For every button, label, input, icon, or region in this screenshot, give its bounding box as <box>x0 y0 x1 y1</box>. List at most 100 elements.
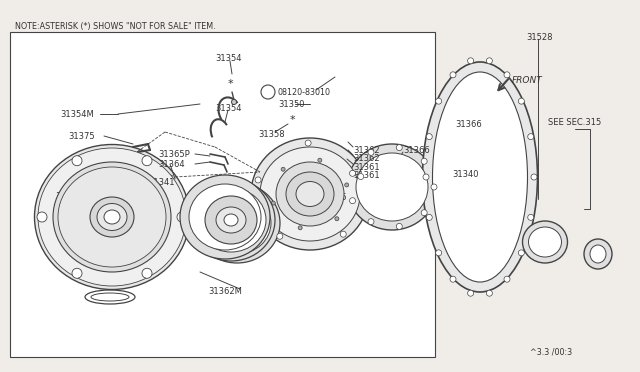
Circle shape <box>426 214 432 220</box>
Ellipse shape <box>216 207 246 233</box>
Ellipse shape <box>260 147 360 241</box>
Circle shape <box>528 134 534 140</box>
Circle shape <box>468 58 474 64</box>
Text: 31366M: 31366M <box>222 212 256 221</box>
Circle shape <box>486 290 492 296</box>
Circle shape <box>271 201 275 205</box>
Ellipse shape <box>286 172 334 216</box>
Text: ^3.3 /00:3: ^3.3 /00:3 <box>530 347 572 356</box>
Circle shape <box>486 58 492 64</box>
Ellipse shape <box>104 210 120 224</box>
Circle shape <box>450 72 456 78</box>
Circle shape <box>72 268 82 278</box>
Circle shape <box>277 233 283 239</box>
Circle shape <box>349 198 356 204</box>
Circle shape <box>504 72 510 78</box>
Circle shape <box>450 276 456 282</box>
Circle shape <box>318 158 322 162</box>
Ellipse shape <box>433 72 527 282</box>
Ellipse shape <box>251 138 369 250</box>
Text: 31362: 31362 <box>353 145 380 154</box>
Circle shape <box>345 183 349 187</box>
Circle shape <box>298 226 302 230</box>
Text: *: * <box>290 115 296 125</box>
Text: 31528: 31528 <box>526 32 552 42</box>
Text: 31364: 31364 <box>158 160 184 169</box>
Ellipse shape <box>205 196 257 244</box>
Text: 31361: 31361 <box>353 163 380 171</box>
Text: FRONT: FRONT <box>512 76 543 84</box>
Circle shape <box>281 167 285 171</box>
Ellipse shape <box>189 184 261 250</box>
Circle shape <box>232 99 237 105</box>
Text: 08120-83010: 08120-83010 <box>278 87 331 96</box>
Ellipse shape <box>90 197 134 237</box>
Circle shape <box>531 174 537 180</box>
Ellipse shape <box>584 239 612 269</box>
Circle shape <box>421 210 427 216</box>
Ellipse shape <box>422 62 538 292</box>
Ellipse shape <box>356 153 428 221</box>
Ellipse shape <box>97 203 127 231</box>
Circle shape <box>421 158 427 164</box>
Ellipse shape <box>203 192 271 254</box>
Text: B: B <box>265 87 272 96</box>
Circle shape <box>358 174 364 180</box>
Text: 31375: 31375 <box>68 131 95 141</box>
Text: 31354M: 31354M <box>60 109 93 119</box>
Text: 31366: 31366 <box>403 145 429 154</box>
Text: SEE SEC.315: SEE SEC.315 <box>548 118 601 126</box>
Circle shape <box>436 98 442 104</box>
Text: 31361: 31361 <box>353 170 380 180</box>
Ellipse shape <box>187 179 275 261</box>
Ellipse shape <box>590 245 606 263</box>
Ellipse shape <box>196 188 266 252</box>
Circle shape <box>340 231 346 237</box>
Text: *: * <box>228 79 234 89</box>
Circle shape <box>468 290 474 296</box>
Bar <box>10 32 435 357</box>
Ellipse shape <box>53 162 171 272</box>
Circle shape <box>255 177 261 183</box>
Text: 31366: 31366 <box>455 119 482 128</box>
Circle shape <box>518 98 524 104</box>
Text: NOTE:ASTERISK (*) SHOWS "NOT FOR SALE" ITEM.: NOTE:ASTERISK (*) SHOWS "NOT FOR SALE" I… <box>15 22 216 31</box>
Circle shape <box>528 214 534 220</box>
Ellipse shape <box>296 182 324 206</box>
Text: 31350: 31350 <box>278 99 305 109</box>
Ellipse shape <box>35 144 189 289</box>
Ellipse shape <box>529 227 561 257</box>
Text: 31362: 31362 <box>353 154 380 163</box>
Text: 31356: 31356 <box>227 202 253 212</box>
Circle shape <box>368 150 374 155</box>
Circle shape <box>349 170 356 176</box>
Circle shape <box>423 174 429 180</box>
Circle shape <box>142 156 152 166</box>
Circle shape <box>504 276 510 282</box>
Text: 31341: 31341 <box>148 177 175 186</box>
Circle shape <box>368 219 374 225</box>
Circle shape <box>436 250 442 256</box>
Text: 31344: 31344 <box>55 192 81 201</box>
Ellipse shape <box>194 183 280 263</box>
Text: 31358: 31358 <box>258 129 285 138</box>
Circle shape <box>261 85 275 99</box>
Circle shape <box>426 134 432 140</box>
Ellipse shape <box>224 214 238 226</box>
Circle shape <box>518 250 524 256</box>
Circle shape <box>142 268 152 278</box>
Ellipse shape <box>58 167 166 267</box>
Text: 31354: 31354 <box>215 54 241 62</box>
Circle shape <box>37 212 47 222</box>
Text: 31375: 31375 <box>320 192 347 202</box>
Circle shape <box>72 156 82 166</box>
Text: 31365P: 31365P <box>158 150 189 158</box>
Ellipse shape <box>180 175 270 259</box>
Ellipse shape <box>522 221 568 263</box>
Circle shape <box>335 217 339 221</box>
Text: 31358: 31358 <box>232 192 259 202</box>
Circle shape <box>396 224 403 230</box>
Circle shape <box>177 212 187 222</box>
Circle shape <box>305 140 311 146</box>
Text: 31340: 31340 <box>452 170 479 179</box>
